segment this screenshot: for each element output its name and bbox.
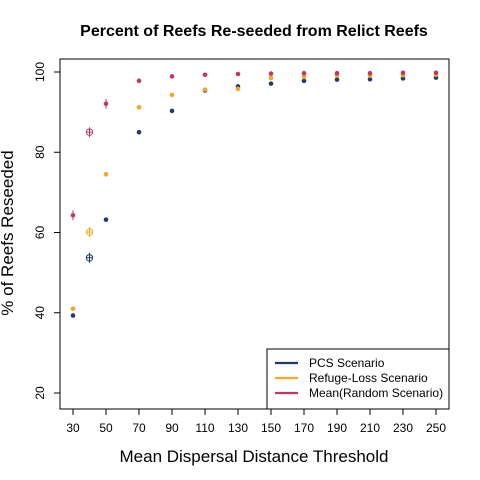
circled-plus-marker <box>85 252 94 263</box>
data-point <box>301 70 307 76</box>
data-point <box>169 92 175 98</box>
x-tick-label: 50 <box>99 421 113 435</box>
x-tick-label: 90 <box>165 421 179 435</box>
legend-label: Mean(Random Scenario) <box>309 386 443 400</box>
data-point <box>301 78 307 84</box>
y-tick-label: 40 <box>33 306 47 320</box>
data-point <box>136 129 142 135</box>
x-tick-label: 170 <box>294 421 314 435</box>
y-tick-label: 100 <box>33 62 47 82</box>
legend-label: Refuge-Loss Scenario <box>309 371 428 385</box>
data-point <box>70 306 76 312</box>
data-point <box>301 74 307 80</box>
y-tick-label: 60 <box>33 226 47 240</box>
data-point <box>136 78 142 84</box>
data-point <box>136 105 142 110</box>
circled-plus-marker <box>85 227 94 238</box>
data-points <box>70 70 439 318</box>
data-point <box>235 71 241 77</box>
data-point <box>334 70 340 76</box>
y-axis: 20 40 60 80 100 <box>33 62 60 400</box>
x-tick-label: 110 <box>195 421 214 435</box>
x-axis-label: Mean Dispersal Distance Threshold <box>120 447 389 466</box>
data-point <box>268 81 274 86</box>
data-point <box>235 86 241 92</box>
plot-frame <box>59 58 450 410</box>
data-point <box>202 72 208 78</box>
x-tick-label: 230 <box>393 421 413 435</box>
data-point <box>367 70 373 76</box>
data-point <box>169 74 175 79</box>
data-point <box>202 87 208 92</box>
x-axis: 30 50 70 90 110 130 150 170 190 210 230 250 <box>66 409 446 435</box>
x-tick-label: 250 <box>426 421 446 435</box>
y-tick-label: 20 <box>33 386 47 400</box>
data-point <box>268 71 274 76</box>
data-point <box>400 70 406 76</box>
x-tick-label: 150 <box>261 421 281 435</box>
data-point <box>400 76 406 81</box>
data-point <box>103 172 109 177</box>
legend-label: PCS Scenario <box>309 356 385 370</box>
data-point <box>334 77 340 82</box>
circled-plus-marker <box>85 127 94 138</box>
y-axis-label: % of Reefs Reseeded <box>0 150 17 315</box>
data-point <box>367 76 373 82</box>
x-tick-label: 210 <box>360 421 380 435</box>
data-point <box>268 75 274 81</box>
x-tick-label: 70 <box>132 421 146 435</box>
y-tick-label: 80 <box>33 145 47 159</box>
chart-title: Percent of Reefs Re-seeded from Relict R… <box>80 23 428 40</box>
x-tick-label: 130 <box>228 421 248 435</box>
data-point <box>103 217 109 222</box>
data-point <box>70 313 76 318</box>
data-point <box>433 70 439 76</box>
x-tick-label: 30 <box>66 421 80 435</box>
x-tick-label: 190 <box>327 421 347 435</box>
data-point <box>169 108 175 114</box>
